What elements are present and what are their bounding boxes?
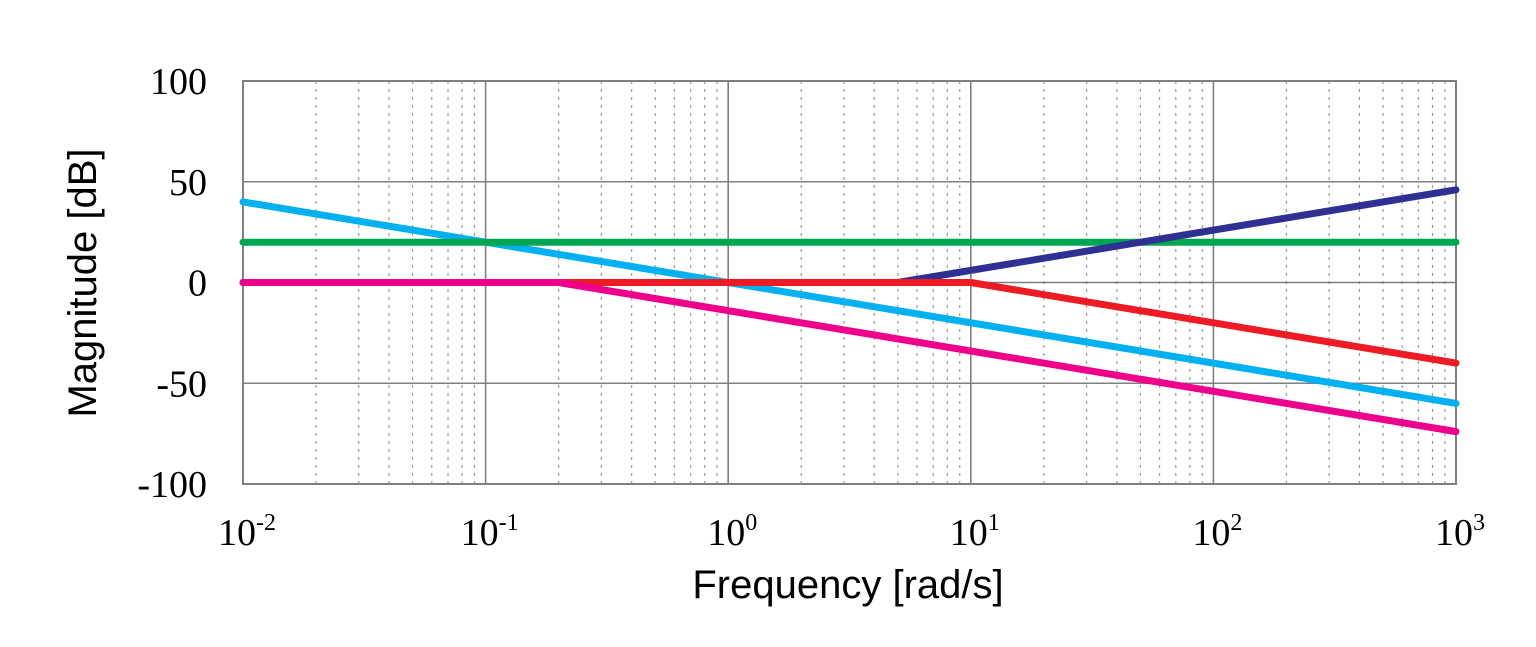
y-tick-label: 100	[150, 61, 207, 103]
series-layer	[239, 186, 1460, 436]
series-line-4	[239, 279, 1460, 367]
y-tick-label: -100	[137, 464, 207, 506]
x-axis-label: Frequency [rad/s]	[692, 563, 1003, 607]
y-tick-label: -50	[156, 363, 207, 405]
series-line-1	[239, 198, 1460, 407]
y-tick-label: 50	[169, 162, 207, 204]
x-tick-label: 10-2	[218, 510, 276, 554]
y-tick-labels: 100 50 0 -50 -100	[137, 61, 207, 506]
x-tick-label: 101	[950, 510, 1000, 554]
x-tick-label: 10-1	[461, 510, 519, 554]
x-tick-labels: 10-2 10-1 100 101 102 103	[218, 510, 1485, 554]
x-tick-label: 103	[1435, 510, 1485, 554]
y-axis-label: Magnitude [dB]	[61, 148, 105, 417]
y-tick-label: 0	[188, 263, 207, 305]
x-tick-label: 102	[1192, 510, 1242, 554]
series-line-5	[239, 279, 1460, 436]
series-line-3	[239, 186, 1460, 286]
x-tick-label: 100	[707, 510, 757, 554]
